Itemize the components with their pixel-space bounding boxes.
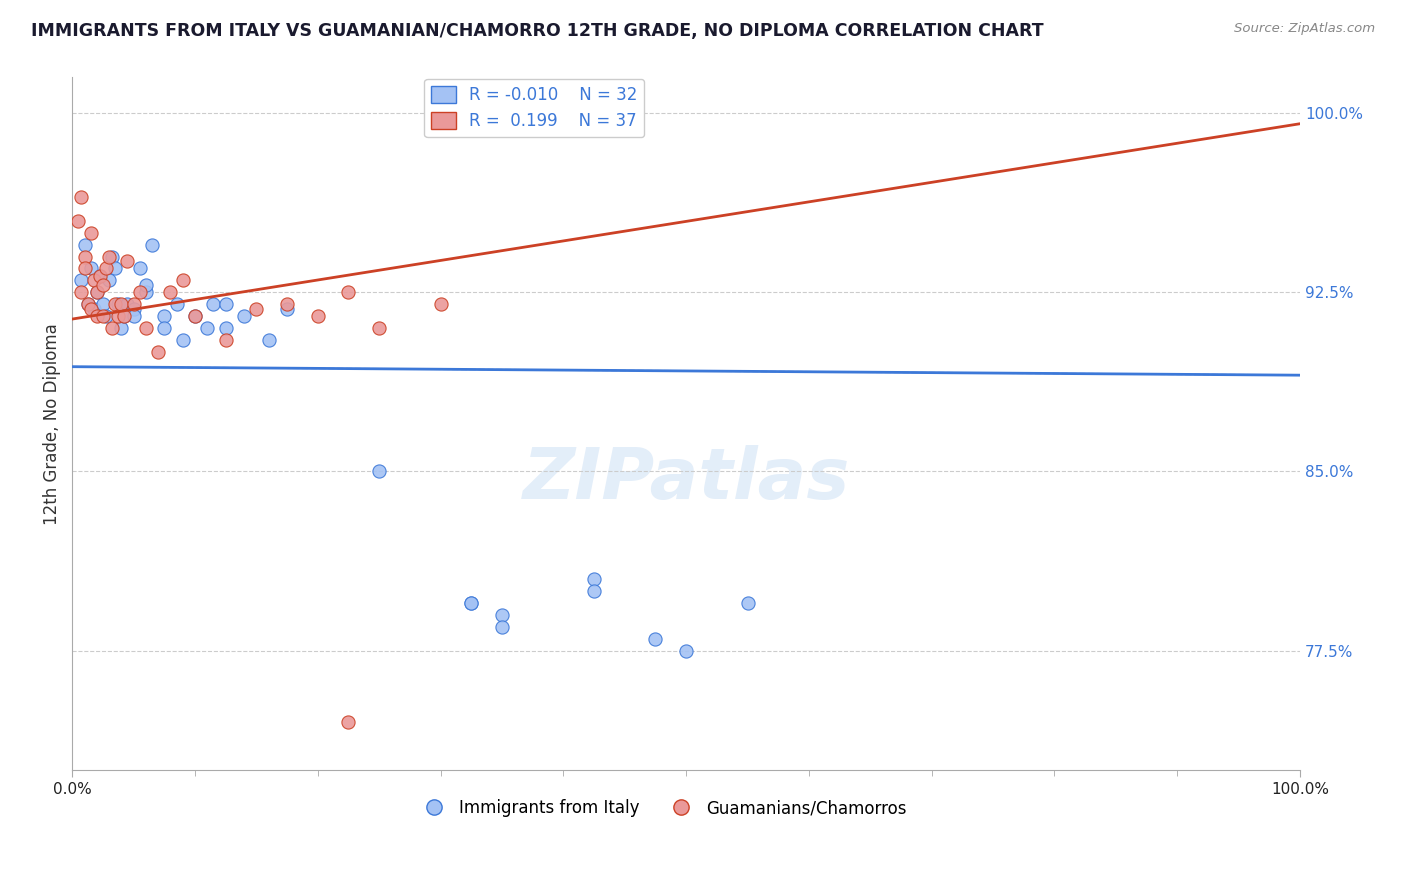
- Point: [737, 596, 759, 610]
- Point: [70, 190, 93, 204]
- Point: [101, 321, 124, 335]
- Point: [122, 302, 145, 317]
- Point: [159, 285, 181, 300]
- Legend: Immigrants from Italy, Guamanians/Chamorros: Immigrants from Italy, Guamanians/Chamor…: [411, 793, 912, 824]
- Point: [128, 261, 150, 276]
- Point: [195, 321, 218, 335]
- Point: [104, 261, 127, 276]
- Point: [117, 254, 139, 268]
- Point: [172, 273, 194, 287]
- Point: [368, 321, 391, 335]
- Point: [135, 278, 157, 293]
- Point: [460, 596, 482, 610]
- Point: [107, 297, 129, 311]
- Point: [94, 310, 117, 324]
- Point: [337, 285, 360, 300]
- Point: [89, 268, 111, 283]
- Point: [215, 333, 238, 347]
- Point: [583, 583, 606, 598]
- Point: [76, 297, 98, 311]
- Point: [67, 213, 90, 227]
- Point: [110, 321, 132, 335]
- Point: [215, 321, 238, 335]
- Point: [148, 345, 170, 359]
- Point: [141, 237, 163, 252]
- Point: [276, 297, 298, 311]
- Point: [86, 285, 108, 300]
- Point: [107, 310, 129, 324]
- Point: [70, 285, 93, 300]
- Point: [79, 226, 101, 240]
- Point: [245, 302, 267, 317]
- Point: [184, 310, 207, 324]
- Text: IMMIGRANTS FROM ITALY VS GUAMANIAN/CHAMORRO 12TH GRADE, NO DIPLOMA CORRELATION C: IMMIGRANTS FROM ITALY VS GUAMANIAN/CHAMO…: [31, 22, 1043, 40]
- Point: [135, 321, 157, 335]
- Point: [122, 297, 145, 311]
- Point: [79, 302, 101, 317]
- Point: [86, 285, 108, 300]
- Point: [257, 333, 280, 347]
- Point: [583, 572, 606, 586]
- Point: [76, 297, 98, 311]
- Point: [110, 297, 132, 311]
- Point: [70, 273, 93, 287]
- Y-axis label: 12th Grade, No Diploma: 12th Grade, No Diploma: [44, 323, 60, 524]
- Text: Source: ZipAtlas.com: Source: ZipAtlas.com: [1234, 22, 1375, 36]
- Point: [73, 237, 96, 252]
- Point: [153, 321, 176, 335]
- Point: [166, 297, 188, 311]
- Point: [429, 297, 451, 311]
- Point: [91, 278, 114, 293]
- Point: [307, 310, 329, 324]
- Point: [73, 261, 96, 276]
- Text: ZIPatlas: ZIPatlas: [523, 444, 849, 514]
- Point: [83, 302, 105, 317]
- Point: [644, 632, 666, 646]
- Point: [112, 310, 135, 324]
- Point: [117, 297, 139, 311]
- Point: [153, 310, 176, 324]
- Point: [83, 273, 105, 287]
- Point: [98, 273, 121, 287]
- Point: [101, 250, 124, 264]
- Point: [491, 607, 513, 622]
- Point: [112, 310, 135, 324]
- Point: [79, 261, 101, 276]
- Point: [202, 297, 225, 311]
- Point: [491, 620, 513, 634]
- Point: [104, 297, 127, 311]
- Point: [172, 333, 194, 347]
- Point: [215, 297, 238, 311]
- Point: [73, 250, 96, 264]
- Point: [675, 643, 697, 657]
- Point: [337, 715, 360, 730]
- Point: [128, 285, 150, 300]
- Point: [135, 285, 157, 300]
- Point: [91, 310, 114, 324]
- Point: [122, 310, 145, 324]
- Point: [91, 297, 114, 311]
- Point: [98, 250, 121, 264]
- Point: [368, 465, 391, 479]
- Point: [89, 268, 111, 283]
- Point: [94, 261, 117, 276]
- Point: [276, 302, 298, 317]
- Point: [460, 596, 482, 610]
- Point: [184, 310, 207, 324]
- Point: [233, 310, 256, 324]
- Point: [86, 310, 108, 324]
